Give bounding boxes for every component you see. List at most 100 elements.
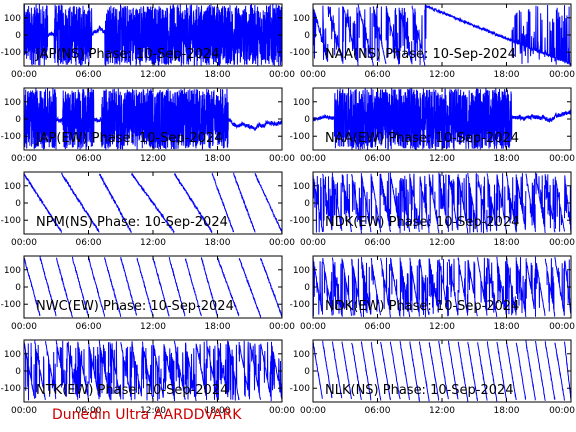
- panel-title: NWC(EW) Phase: 10-Sep-2024: [36, 299, 234, 314]
- x-tick-label: 06:00: [365, 406, 391, 416]
- chart-panel-1: 100 0 -100 00:00 06:00 12:00 18:00 00:00 JAP(NS)…: [1, 3, 295, 80]
- chart-panel-4: 100 0 -100 00:00 06:00 12:00 18:00 00:00 NAA(EW)…: [290, 87, 575, 164]
- x-tick-label: 00:00: [549, 322, 575, 332]
- y-tick-label: 0: [304, 115, 310, 125]
- chart-panel-8: 100 0 -100 00:00 06:00 12:00 18:00 00:00 NDK(EW)…: [290, 255, 575, 332]
- x-tick-label: 00:00: [300, 322, 326, 332]
- x-tick-label: 00:00: [549, 70, 575, 80]
- phase-trace: [313, 256, 571, 318]
- x-tick-label: 12:00: [140, 322, 166, 332]
- chart-panel-7: 100 0 -100 00:00 06:00 12:00 18:00 00:00 NWC(EW)…: [1, 255, 295, 332]
- panel-title: NAA(NS) Phase: 10-Sep-2024: [325, 47, 516, 62]
- phase-trace: [313, 340, 571, 402]
- x-tick-label: 18:00: [205, 154, 231, 164]
- panel-title: NDK(EW) Phase: 10-Sep-2024: [325, 215, 519, 230]
- panel-title: NPM(NS) Phase: 10-Sep-2024: [36, 215, 228, 230]
- x-tick-label: 00:00: [269, 238, 295, 248]
- phase-trace: [24, 88, 282, 150]
- x-tick-label: 00:00: [549, 406, 575, 416]
- x-tick-label: 00:00: [11, 154, 37, 164]
- y-tick-label: 100: [4, 266, 21, 276]
- x-tick-label: 12:00: [140, 70, 166, 80]
- x-tick-label: 00:00: [11, 70, 37, 80]
- y-tick-label: 0: [15, 367, 21, 377]
- y-tick-label: 100: [293, 98, 310, 108]
- x-tick-label: 00:00: [269, 154, 295, 164]
- y-tick-label: -100: [290, 48, 311, 58]
- x-tick-label: 00:00: [549, 238, 575, 248]
- x-tick-label: 12:00: [429, 406, 455, 416]
- y-tick-label: -100: [290, 132, 311, 142]
- y-tick-label: 100: [4, 182, 21, 192]
- y-tick-label: -100: [290, 216, 311, 226]
- x-tick-label: 12:00: [429, 238, 455, 248]
- phase-trace: [24, 172, 282, 234]
- x-tick-label: 06:00: [76, 70, 102, 80]
- y-tick-label: 100: [293, 14, 310, 24]
- y-tick-label: 100: [293, 182, 310, 192]
- phase-trace: [313, 172, 571, 234]
- x-tick-label: 18:00: [494, 406, 520, 416]
- y-tick-label: 100: [4, 350, 21, 360]
- chart-panel-3: 100 0 -100 00:00 06:00 12:00 18:00 00:00 JAP(EW)…: [1, 87, 295, 164]
- x-tick-label: 00:00: [549, 154, 575, 164]
- x-tick-label: 00:00: [11, 322, 37, 332]
- x-tick-label: 18:00: [494, 154, 520, 164]
- x-tick-label: 06:00: [76, 154, 102, 164]
- panel-title: JAP(NS) Phase: 10-Sep-2024: [35, 47, 219, 62]
- phase-trace: [24, 256, 282, 318]
- y-tick-label: 0: [304, 283, 310, 293]
- chart-panel-2: 100 0 -100 00:00 06:00 12:00 18:00 00:00 NAA(NS)…: [290, 3, 575, 80]
- panel-title: NLK(NS) Phase: 10-Sep-2024: [325, 383, 514, 398]
- y-tick-label: -100: [1, 48, 22, 58]
- y-tick-label: -100: [1, 216, 22, 226]
- y-tick-label: 0: [15, 283, 21, 293]
- x-tick-label: 12:00: [140, 406, 166, 416]
- x-tick-label: 12:00: [429, 70, 455, 80]
- x-tick-label: 18:00: [205, 238, 231, 248]
- panel-title: NAA(EW) Phase: 10-Sep-2024: [325, 131, 519, 146]
- footer-label: Dunedin Ultra AARDDVARK: [52, 407, 242, 423]
- panel-title: NDK(EW) Phase: 10-Sep-2024: [325, 299, 519, 314]
- y-tick-label: -100: [1, 384, 22, 394]
- x-tick-label: 06:00: [365, 154, 391, 164]
- x-tick-label: 00:00: [300, 238, 326, 248]
- panel-title: NTK(EW) Phase: 10-Sep-2024: [36, 383, 228, 398]
- x-tick-label: 00:00: [300, 154, 326, 164]
- y-tick-label: 0: [304, 199, 310, 209]
- x-tick-label: 00:00: [269, 406, 295, 416]
- y-tick-label: -100: [1, 132, 22, 142]
- phase-trace: [313, 4, 571, 66]
- x-tick-label: 12:00: [140, 238, 166, 248]
- chart-panel-9: 100 0 -100 00:00 06:00 12:00 18:00 00:00 NTK(EW)…: [1, 339, 295, 416]
- x-tick-label: 00:00: [269, 322, 295, 332]
- y-tick-label: -100: [290, 300, 311, 310]
- x-tick-label: 06:00: [365, 238, 391, 248]
- y-tick-label: 0: [15, 199, 21, 209]
- phase-trace: [24, 340, 282, 402]
- phase-trace: [313, 88, 571, 150]
- x-tick-label: 00:00: [269, 70, 295, 80]
- x-tick-label: 12:00: [429, 154, 455, 164]
- x-tick-label: 18:00: [494, 70, 520, 80]
- y-tick-label: 100: [293, 266, 310, 276]
- y-tick-label: 100: [4, 98, 21, 108]
- x-tick-label: 00:00: [300, 406, 326, 416]
- y-tick-label: 0: [15, 115, 21, 125]
- x-tick-label: 12:00: [429, 322, 455, 332]
- y-tick-label: -100: [290, 384, 311, 394]
- x-tick-label: 06:00: [76, 322, 102, 332]
- x-tick-label: 06:00: [76, 406, 102, 416]
- y-tick-label: 100: [4, 14, 21, 24]
- y-tick-label: -100: [1, 300, 22, 310]
- chart-panel-5: 100 0 -100 00:00 06:00 12:00 18:00 00:00 NPM(NS)…: [1, 171, 295, 248]
- phase-trace: [24, 4, 282, 66]
- x-tick-label: 00:00: [300, 70, 326, 80]
- y-tick-label: 0: [15, 31, 21, 41]
- y-tick-label: 100: [293, 350, 310, 360]
- x-tick-label: 18:00: [494, 238, 520, 248]
- x-tick-label: 00:00: [11, 238, 37, 248]
- x-tick-label: 12:00: [140, 154, 166, 164]
- x-tick-label: 00:00: [11, 406, 37, 416]
- x-tick-label: 06:00: [365, 70, 391, 80]
